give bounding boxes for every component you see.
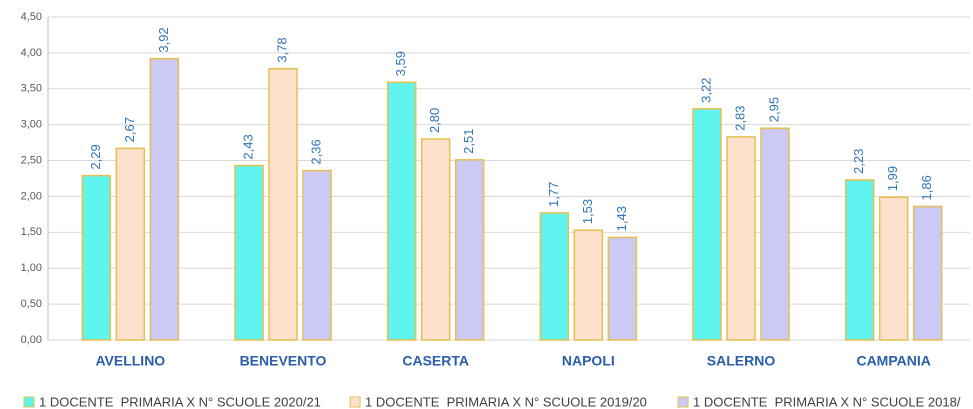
x-tick-label: AVELLINO [95,353,165,369]
y-tick-label: 3,00 [21,119,42,131]
y-tick-label: 0,00 [21,334,42,346]
y-tick-label: 2,00 [21,190,42,202]
value-label: 2,51 [461,129,476,154]
value-label: 3,92 [156,27,171,52]
value-label: 1,43 [614,206,629,231]
value-label: 3,22 [698,78,713,103]
value-label: 2,80 [427,108,442,133]
x-tick-label: BENEVENTO [240,353,327,369]
value-label: 2,23 [851,149,866,174]
bar [878,196,909,341]
legend-label: 1 DOCENTE PRIMARIA X N° SCUOLE 2020/21 [39,394,321,409]
bar [760,127,790,341]
bar [539,212,570,341]
bar [607,236,638,341]
y-tick-label: 0,50 [21,298,42,310]
y-tick-label: 1,50 [21,226,42,238]
bar [692,108,722,341]
bar [234,164,264,341]
value-label: 2,36 [308,139,323,164]
legend-swatch [23,396,35,408]
y-tick-label: 3,50 [21,83,42,95]
bar [268,67,298,341]
legend-label: 1 DOCENTE PRIMARIA X N° SCUOLE 2019/20 [365,394,647,409]
x-tick-label: CAMPANIA [856,353,930,369]
bar [81,174,112,341]
y-tick-label: 4,50 [21,11,42,23]
bar [302,169,332,341]
bar [149,57,180,341]
value-label: 3,59 [393,51,408,76]
bar [454,159,485,341]
bar [726,136,756,341]
bar [912,205,943,341]
value-label: 2,67 [122,117,137,142]
bar [844,179,875,341]
value-label: 2,29 [88,144,103,169]
value-label: 3,78 [274,37,289,62]
bar [115,147,146,341]
value-label: 2,43 [240,134,255,159]
legend-swatch [677,396,689,408]
x-tick-label: NAPOLI [562,353,615,369]
y-tick-label: 4,00 [21,47,42,59]
legend-swatch [349,396,361,408]
y-tick-label: 1,00 [21,262,42,274]
x-tick-label: SALERNO [707,353,776,369]
bar [420,138,451,341]
legend-label: 1 DOCENTE PRIMARIA X N° SCUOLE 2018/ [693,394,961,409]
value-label: 2,95 [766,97,781,122]
value-label: 2,83 [732,106,747,131]
value-label: 1,77 [546,182,561,207]
value-label: 1,53 [580,199,595,224]
value-label: 1,99 [885,166,900,191]
value-label: 1,86 [919,175,934,200]
bar [573,229,604,341]
bar [386,81,417,341]
x-tick-label: CASERTA [402,353,469,369]
y-tick-label: 2,50 [21,154,42,166]
